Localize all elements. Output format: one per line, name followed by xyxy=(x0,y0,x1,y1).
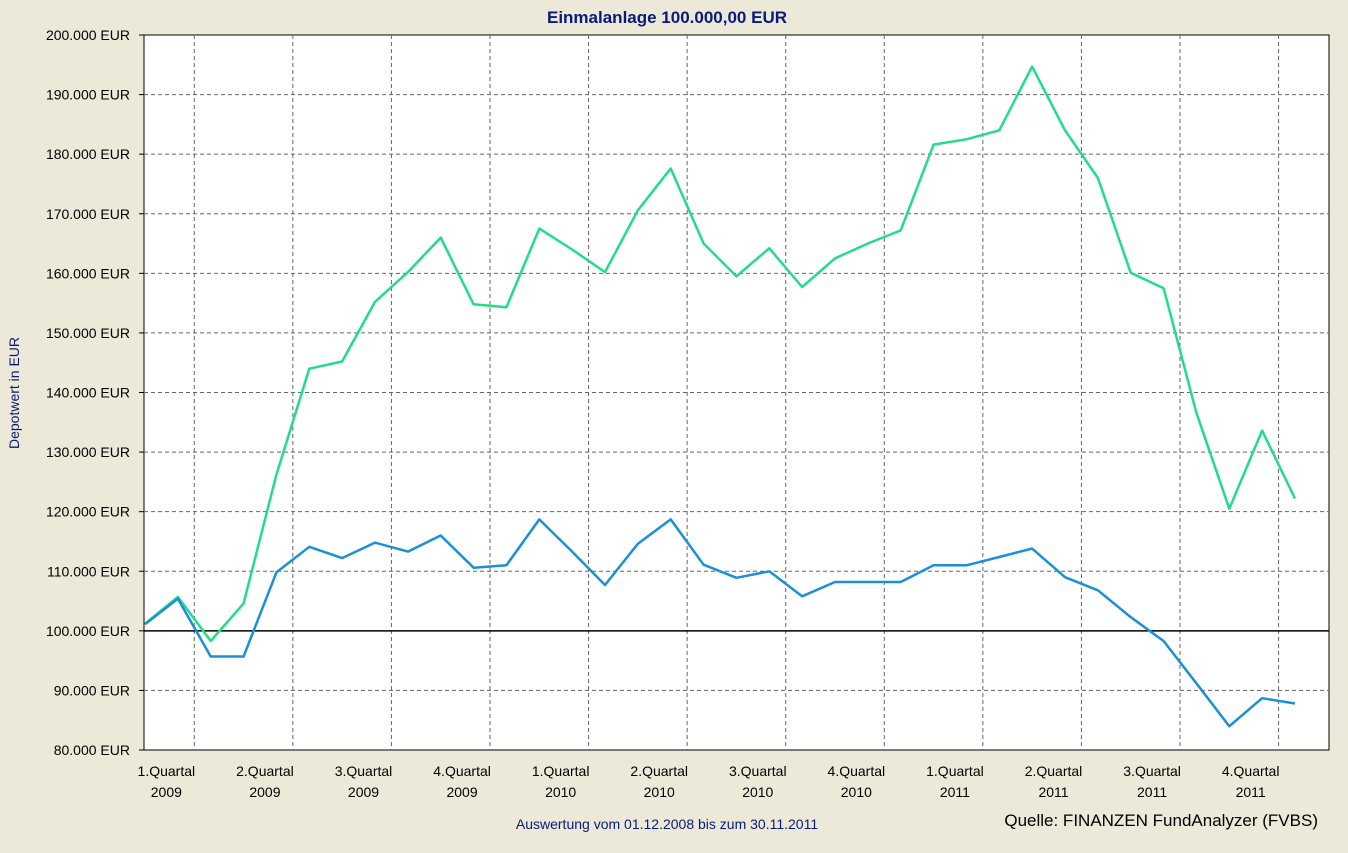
x-tick-year: 2011 xyxy=(1236,784,1266,800)
x-tick-year: 2011 xyxy=(940,784,970,800)
x-tick-label: 4.Quartal xyxy=(828,763,886,779)
x-tick-year: 2011 xyxy=(1038,784,1068,800)
x-tick-year: 2009 xyxy=(446,784,477,800)
y-tick-label: 90.000 EUR xyxy=(54,682,130,698)
y-tick-label: 120.000 EUR xyxy=(46,504,130,520)
x-tick-label: 1.Quartal xyxy=(926,763,984,779)
chart-title: Einmalanlage 100.000,00 EUR xyxy=(547,8,787,27)
y-axis-label: Depotwert in EUR xyxy=(6,337,22,449)
x-tick-label: 2.Quartal xyxy=(236,763,294,779)
y-tick-label: 200.000 EUR xyxy=(46,27,130,43)
y-tick-label: 170.000 EUR xyxy=(46,206,130,222)
x-axis-label: Auswertung vom 01.12.2008 bis zum 30.11.… xyxy=(516,816,818,832)
x-tick-year: 2011 xyxy=(1137,784,1167,800)
y-axis-ticks: 200.000 EUR 190.000 EUR 180.000 EUR 170.000… xyxy=(46,27,144,758)
x-tick-year: 2010 xyxy=(545,784,576,800)
x-axis-ticks: 1.Quartal 2009 2.Quartal 2009 3.Quartal 2009 4… xyxy=(138,763,1280,800)
x-tick-label: 4.Quartal xyxy=(1222,763,1280,779)
y-tick-label: 110.000 EUR xyxy=(47,563,130,579)
y-tick-label: 150.000 EUR xyxy=(46,325,130,341)
x-tick-year: 2009 xyxy=(249,784,280,800)
y-tick-label: 160.000 EUR xyxy=(46,265,130,281)
x-tick-label: 4.Quartal xyxy=(433,763,491,779)
y-tick-label: 180.000 EUR xyxy=(46,146,130,162)
x-tick-year: 2010 xyxy=(841,784,872,800)
x-tick-label: 3.Quartal xyxy=(729,763,787,779)
y-tick-label: 80.000 EUR xyxy=(54,742,130,758)
series-line-1 xyxy=(144,65,1297,643)
x-tick-year: 2009 xyxy=(348,784,379,800)
series-line-2 xyxy=(144,518,1296,728)
x-tick-label: 2.Quartal xyxy=(630,763,688,779)
x-tick-label: 3.Quartal xyxy=(335,763,393,779)
x-tick-year: 2010 xyxy=(742,784,773,800)
x-tick-year: 2009 xyxy=(151,784,182,800)
source-note: Quelle: FINANZEN FundAnalyzer (FVBS) xyxy=(1004,811,1318,830)
x-tick-label: 2.Quartal xyxy=(1025,763,1083,779)
y-tick-label: 100.000 EUR xyxy=(46,623,130,639)
series xyxy=(144,65,1297,728)
y-tick-label: 190.000 EUR xyxy=(46,87,130,103)
y-tick-label: 140.000 EUR xyxy=(46,385,130,401)
y-tick-label: 130.000 EUR xyxy=(46,444,130,460)
x-tick-label: 3.Quartal xyxy=(1123,763,1181,779)
x-tick-year: 2010 xyxy=(644,784,675,800)
x-tick-label: 1.Quartal xyxy=(532,763,590,779)
x-tick-label: 1.Quartal xyxy=(138,763,196,779)
